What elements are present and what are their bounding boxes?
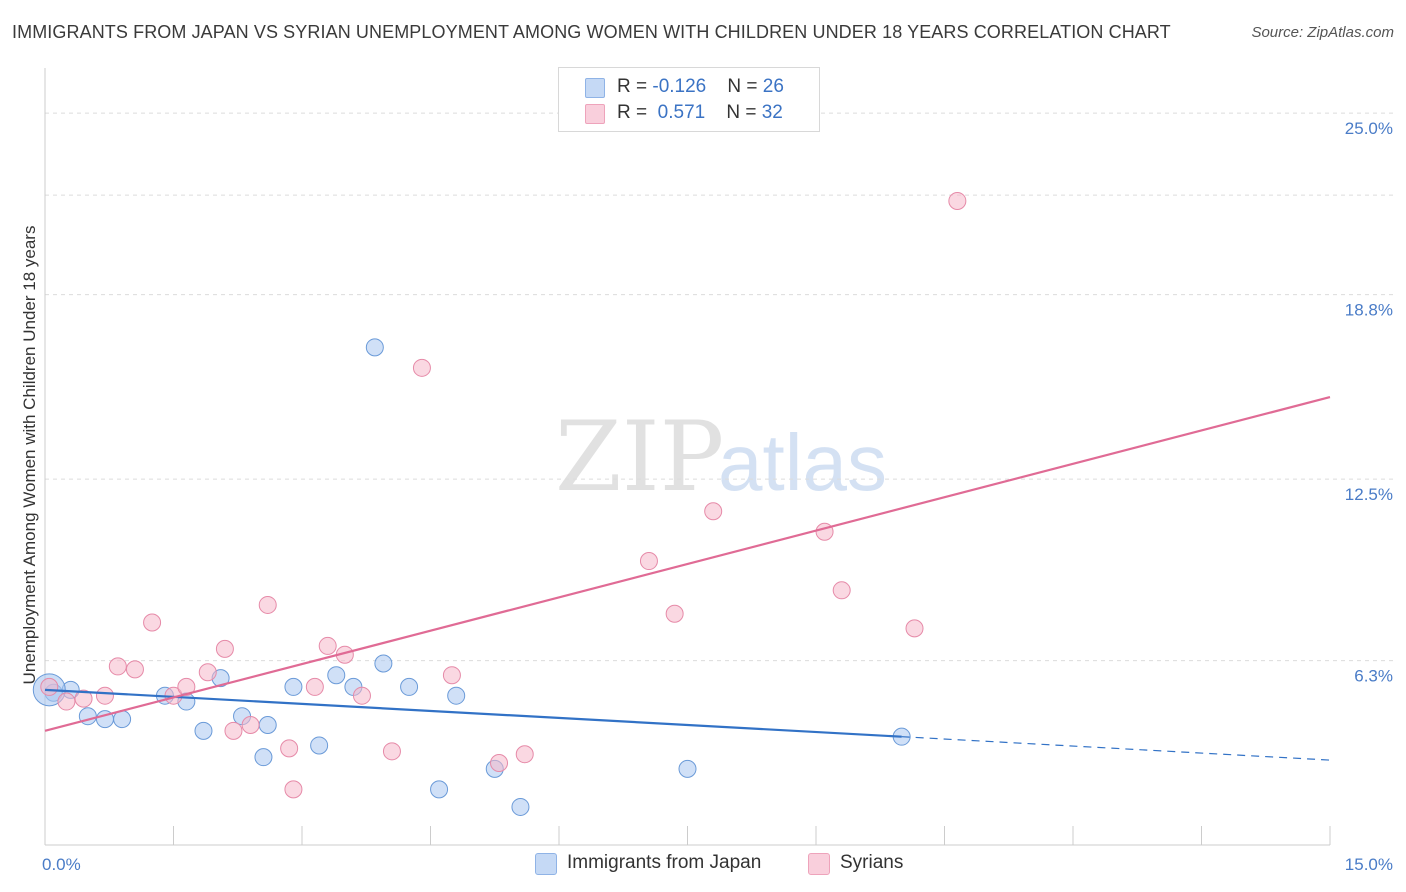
japan-point	[258, 715, 277, 734]
syrians-point	[382, 742, 401, 761]
japan-r-label: R =	[617, 76, 653, 97]
syrians-point	[198, 663, 217, 682]
syrians-point	[412, 358, 431, 377]
syrians-r-value: 0.571	[652, 102, 706, 123]
japan-point	[310, 736, 329, 755]
syrians-swatch	[585, 104, 605, 124]
japan-trend-extension	[901, 736, 1331, 761]
syrians-point	[948, 191, 967, 210]
syrians-point	[352, 686, 371, 705]
syrians-point	[57, 692, 76, 711]
legend-syrians-label: Syrians	[840, 852, 904, 873]
japan-r-value: -0.126	[652, 76, 707, 97]
japan-point	[365, 338, 384, 357]
syrians-point	[515, 745, 534, 764]
syrians-point	[490, 754, 509, 773]
syrians-point	[241, 715, 260, 734]
japan-point	[400, 677, 419, 696]
syrians-point	[442, 666, 461, 685]
syrians-point	[215, 639, 234, 658]
syrians-point	[108, 657, 127, 676]
syrians-point	[305, 677, 324, 696]
x-tick-label: 15.0%	[1345, 855, 1393, 874]
syrians-n-label: N =	[726, 102, 762, 123]
japan-point	[374, 654, 393, 673]
syrians-point	[284, 780, 303, 799]
legend-japan-label: Immigrants from Japan	[567, 852, 762, 873]
source-label: Source: ZipAtlas.com	[1251, 24, 1394, 41]
syrians-point	[143, 613, 162, 632]
series-legend: Immigrants from Japan Syrians	[0, 852, 1406, 878]
japan-n-value: 26	[762, 76, 784, 97]
syrians-point	[258, 595, 277, 614]
x-tick-label: 0.0%	[42, 855, 81, 874]
watermark-atlas: atlas	[718, 418, 887, 507]
syrians-point	[125, 660, 144, 679]
japan-point	[447, 686, 466, 705]
y-tick-label: 6.3%	[1354, 667, 1393, 686]
syrians-n-value: 32	[761, 102, 783, 123]
japan-swatch	[585, 78, 605, 98]
syrians-point	[639, 552, 658, 571]
syrians-point	[95, 686, 114, 705]
japan-point	[430, 780, 449, 799]
syrians-point	[665, 604, 684, 623]
japan-point	[284, 677, 303, 696]
y-tick-label: 18.8%	[1345, 301, 1393, 320]
japan-point	[194, 721, 213, 740]
syrians-trend-line	[44, 396, 1331, 732]
chart-title: IMMIGRANTS FROM JAPAN VS SYRIAN UNEMPLOY…	[12, 22, 1171, 42]
syrians-point	[280, 739, 299, 758]
syrians-point	[177, 677, 196, 696]
syrians-point	[832, 581, 851, 600]
japan-trend-line	[44, 688, 902, 738]
japan-point	[254, 748, 273, 767]
legend-syrians-swatch	[808, 853, 830, 875]
y-tick-label: 12.5%	[1345, 485, 1393, 504]
correlation-legend: R = -0.126 N = 26 R = 0.571 N = 32	[558, 67, 820, 132]
syrians-point	[704, 502, 723, 521]
japan-point	[511, 797, 530, 816]
syrians-point	[224, 721, 243, 740]
syrians-point	[905, 619, 924, 638]
japan-point	[678, 759, 697, 778]
watermark-zip: ZIP	[555, 401, 724, 513]
syrians-point	[318, 636, 337, 655]
syrians-point	[40, 677, 59, 696]
syrians-r-label: R =	[617, 102, 653, 123]
y-tick-label: 25.0%	[1345, 119, 1393, 138]
syrians-point	[74, 689, 93, 708]
legend-japan-swatch	[535, 853, 557, 875]
japan-n-label: N =	[727, 76, 763, 97]
japan-point	[327, 666, 346, 685]
